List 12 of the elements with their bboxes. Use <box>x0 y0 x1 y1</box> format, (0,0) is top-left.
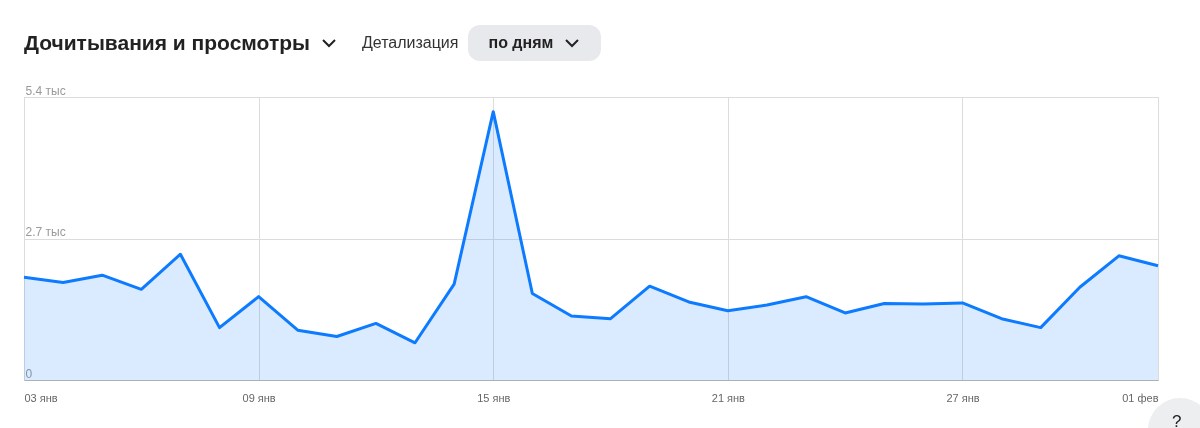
x-tick-label: 21 янв <box>711 391 746 404</box>
y-tick-label: 0 <box>25 366 33 381</box>
y-tick-label: 2.7 тыс <box>25 225 66 239</box>
text: по дням <box>488 34 554 52</box>
x-tick-label: 09 янв <box>242 391 276 404</box>
text: Детализация <box>361 34 459 52</box>
x-tick-label: 15 янв <box>477 391 511 404</box>
x-tick-label: 03 янв <box>24 391 58 404</box>
x-tick-label: 01 фев <box>1122 391 1159 404</box>
x-tick-label: 27 янв <box>946 391 980 404</box>
y-tick-label: 5.4 тыс <box>25 83 66 98</box>
chart-title: Дочитывания и просмотры <box>24 31 310 55</box>
